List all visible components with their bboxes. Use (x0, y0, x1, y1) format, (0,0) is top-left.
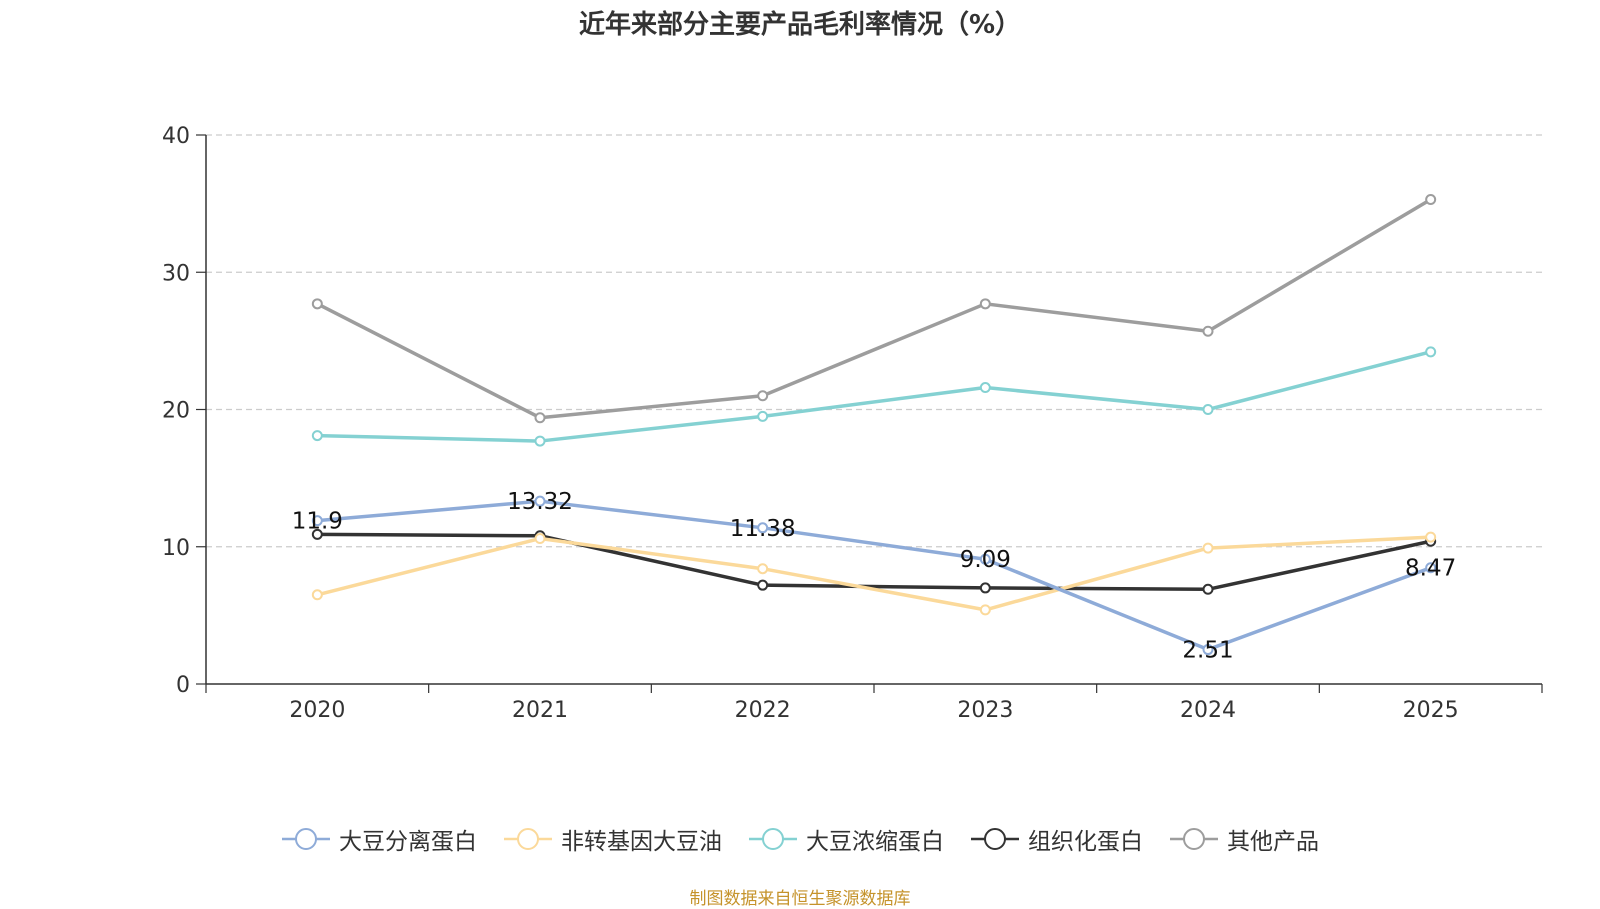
series-point-3 (757, 579, 769, 591)
legend-swatch-icon (749, 828, 797, 850)
data-label: 9.09 (960, 547, 1011, 573)
x-tick-label: 2024 (1180, 698, 1236, 723)
legend-swatch-marker (762, 828, 784, 850)
data-label: 13.32 (507, 489, 573, 515)
data-label: 8.47 (1405, 556, 1456, 582)
legend-swatch-marker (984, 828, 1006, 850)
x-tick-label: 2022 (735, 698, 791, 723)
series-line-4 (316, 198, 1432, 420)
series-point-4 (757, 390, 769, 402)
series-line-2 (317, 350, 1432, 443)
legend-item[interactable]: 非转基因大豆油 (503, 822, 722, 856)
legend-item[interactable]: 其他产品 (1169, 822, 1319, 856)
series-point-0 (311, 515, 323, 527)
series-point-4 (1202, 325, 1214, 337)
x-tick-label: 2020 (289, 698, 345, 723)
series-point-2 (979, 382, 991, 394)
x-tick-label: 2025 (1403, 698, 1459, 723)
series-point-3 (1202, 583, 1214, 595)
series-point-1 (757, 563, 769, 575)
legend-item[interactable]: 大豆浓缩蛋白 (748, 822, 944, 856)
series-point-2 (1425, 346, 1437, 358)
series-point-2 (534, 435, 546, 447)
series-point-0 (534, 495, 546, 507)
series-point-1 (311, 589, 323, 601)
series-point-0 (979, 553, 991, 565)
legend-swatch-marker (1183, 828, 1205, 850)
data-label: 2.51 (1182, 638, 1233, 664)
series-line-1 (316, 535, 1431, 612)
series-point-1 (534, 533, 546, 545)
legend-swatch-icon (282, 828, 330, 850)
series-point-2 (311, 430, 323, 442)
chart-title: 近年来部分主要产品毛利率情况（%） (578, 10, 1022, 40)
series-line-0 (317, 499, 1432, 652)
legend-label: 大豆分离蛋白 (339, 829, 477, 855)
series-point-1 (1202, 542, 1214, 554)
legend-item[interactable]: 大豆分离蛋白 (281, 822, 477, 856)
y-tick-label: 10 (162, 536, 190, 561)
x-tick-label: 2023 (957, 698, 1013, 723)
series-point-2 (1202, 404, 1214, 415)
series-point-4 (1425, 194, 1437, 206)
y-tick-label: 0 (176, 673, 190, 698)
series-point-1 (979, 604, 991, 616)
legend-label: 非转基因大豆油 (561, 829, 722, 855)
legend-label: 大豆浓缩蛋白 (806, 829, 944, 855)
series-point-1 (1425, 531, 1437, 543)
series-point-3 (979, 582, 991, 594)
series-point-0 (1202, 644, 1214, 656)
series-point-4 (311, 298, 323, 310)
source-note: 制图数据来自恒生聚源数据库 (689, 889, 911, 909)
data-label: 11.9 (292, 509, 343, 535)
legend-label: 其他产品 (1227, 829, 1319, 855)
series-line-3 (317, 532, 1432, 592)
series-point-2 (757, 410, 769, 422)
legend-swatch-marker (295, 828, 317, 850)
series-point-0 (757, 522, 769, 534)
x-tick-label: 2021 (512, 698, 568, 723)
data-label: 11.38 (730, 516, 796, 542)
legend-item[interactable]: 组织化蛋白 (970, 822, 1143, 856)
legend-swatch-icon (504, 828, 552, 850)
legend-swatch-icon (971, 828, 1019, 850)
series-point-3 (311, 528, 323, 540)
series-point-0 (1425, 562, 1437, 574)
legend-swatch-marker (517, 828, 539, 850)
series-point-4 (979, 298, 991, 310)
legend: 大豆分离蛋白 非转基因大豆油 大豆浓缩蛋白 组织化蛋白 其他产品 (0, 822, 1600, 856)
y-tick-label: 20 (162, 399, 190, 424)
y-tick-label: 40 (162, 124, 190, 149)
legend-swatch-icon (1170, 828, 1218, 850)
legend-label: 组织化蛋白 (1028, 829, 1143, 855)
y-tick-label: 30 (162, 261, 190, 286)
series-point-4 (534, 412, 546, 424)
